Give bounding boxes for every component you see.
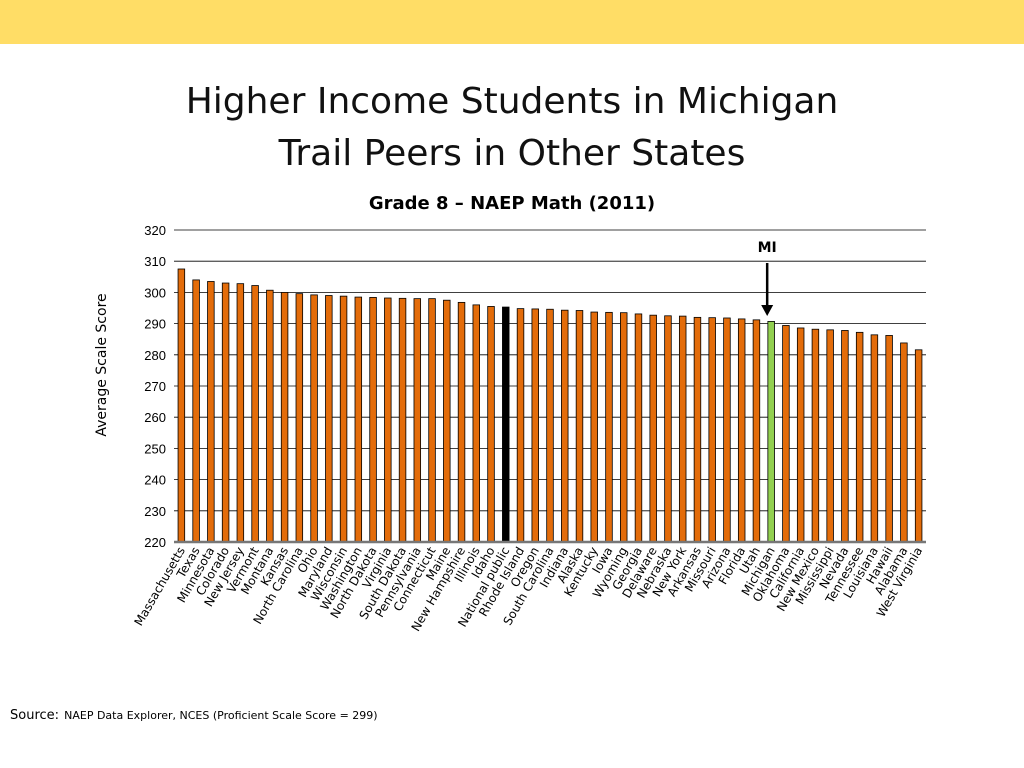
bar xyxy=(546,308,554,543)
bar xyxy=(723,317,731,543)
bar xyxy=(428,298,436,543)
y-tick-label: 250 xyxy=(144,441,166,456)
bar xyxy=(561,309,569,543)
bar xyxy=(708,317,716,543)
bar xyxy=(649,314,657,543)
y-axis-label: Average Scale Score xyxy=(94,293,110,436)
bar xyxy=(325,295,333,543)
bar xyxy=(310,294,318,543)
bar xyxy=(221,282,230,543)
bar xyxy=(737,318,746,543)
bar xyxy=(605,311,613,543)
y-tick-label: 280 xyxy=(144,348,166,363)
bar xyxy=(575,310,584,543)
bar xyxy=(192,279,200,543)
source-text: NAEP Data Explorer, NCES (Proficient Sca… xyxy=(64,709,378,722)
bar xyxy=(177,268,186,543)
y-tick-label: 320 xyxy=(144,223,166,238)
bar-chart: 220 230 240 250 260 270 280 290 300 310 320 Average… xyxy=(94,223,926,634)
bar xyxy=(664,315,672,543)
bar xyxy=(236,283,245,543)
y-tick-label: 230 xyxy=(144,504,166,519)
bar xyxy=(693,316,702,543)
y-tick-label: 300 xyxy=(144,285,166,300)
bar xyxy=(752,319,761,543)
bar xyxy=(339,295,348,543)
slide-title-line-1: Higher Income Students in Michigan xyxy=(185,81,839,122)
bar xyxy=(590,311,598,543)
top-band xyxy=(0,0,1024,44)
bar xyxy=(620,312,628,543)
bar xyxy=(782,325,790,543)
bar xyxy=(796,327,805,543)
bar xyxy=(870,334,879,543)
bar xyxy=(369,296,377,543)
slide-title-line-2: Trail Peers in Other States xyxy=(278,133,746,174)
y-tick-label: 270 xyxy=(144,379,166,394)
bar xyxy=(295,293,304,543)
bar xyxy=(914,349,923,543)
bar xyxy=(841,330,849,543)
bar xyxy=(678,315,687,543)
bar xyxy=(900,342,908,543)
bar xyxy=(885,335,893,543)
bar xyxy=(531,308,539,543)
y-tick-label: 220 xyxy=(144,535,166,550)
bar xyxy=(207,281,215,543)
bar xyxy=(443,299,451,543)
source-note: Source: NAEP Data Explorer, NCES (Profic… xyxy=(10,704,378,723)
bar xyxy=(826,329,834,543)
bar xyxy=(384,297,392,543)
y-tick-label: 290 xyxy=(144,317,166,332)
annotation-label: MI xyxy=(758,240,777,256)
bar xyxy=(811,328,820,543)
bar xyxy=(855,331,864,543)
bar xyxy=(413,298,422,543)
y-tick-label: 240 xyxy=(144,473,166,488)
source-label: Source: xyxy=(10,708,60,723)
bar xyxy=(472,304,480,543)
bar xyxy=(354,296,363,543)
x-tick-label: Massachusetts xyxy=(132,545,188,629)
bar xyxy=(266,289,274,543)
chart-title: Grade 8 – NAEP Math (2011) xyxy=(368,193,656,214)
bar xyxy=(398,297,407,543)
bar xyxy=(251,285,259,543)
y-tick-label: 310 xyxy=(144,254,166,269)
bar xyxy=(634,313,643,543)
bar xyxy=(487,306,495,543)
bar xyxy=(516,308,525,543)
slide-title: Higher Income Students in Michigan Trail… xyxy=(0,76,1024,180)
y-tick-label: 260 xyxy=(144,410,166,425)
bar xyxy=(767,321,775,543)
bar xyxy=(457,301,466,543)
bar xyxy=(280,291,289,543)
annotation-arrow-head xyxy=(761,305,774,316)
bar xyxy=(502,306,510,543)
